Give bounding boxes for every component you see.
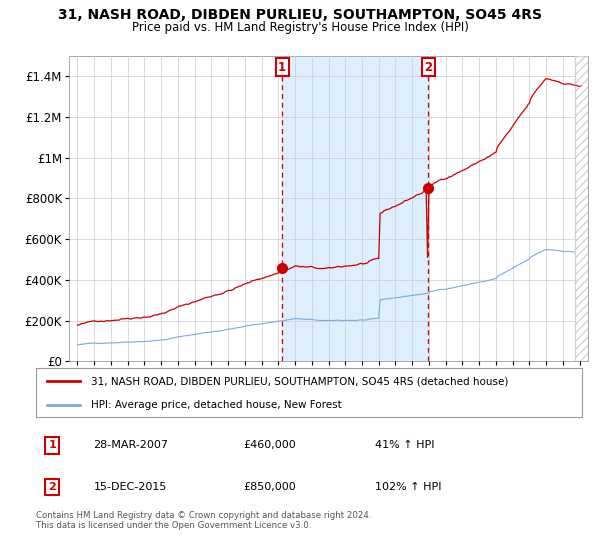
Text: 31, NASH ROAD, DIBDEN PURLIEU, SOUTHAMPTON, SO45 4RS (detached house): 31, NASH ROAD, DIBDEN PURLIEU, SOUTHAMPT… — [91, 376, 508, 386]
Text: 102% ↑ HPI: 102% ↑ HPI — [374, 482, 441, 492]
Bar — [575, 56, 588, 361]
Text: Contains HM Land Registry data © Crown copyright and database right 2024.
This d: Contains HM Land Registry data © Crown c… — [36, 511, 371, 530]
Text: 2: 2 — [49, 482, 56, 492]
Text: 28-MAR-2007: 28-MAR-2007 — [94, 441, 169, 450]
Text: 31, NASH ROAD, DIBDEN PURLIEU, SOUTHAMPTON, SO45 4RS: 31, NASH ROAD, DIBDEN PURLIEU, SOUTHAMPT… — [58, 8, 542, 22]
Text: 15-DEC-2015: 15-DEC-2015 — [94, 482, 167, 492]
Text: £850,000: £850,000 — [244, 482, 296, 492]
Text: £460,000: £460,000 — [244, 441, 296, 450]
Bar — [282, 56, 428, 361]
Text: 1: 1 — [49, 441, 56, 450]
Bar — [575, 56, 588, 361]
Text: 2: 2 — [424, 60, 433, 73]
Text: 1: 1 — [278, 60, 286, 73]
Text: HPI: Average price, detached house, New Forest: HPI: Average price, detached house, New … — [91, 400, 341, 410]
Text: 41% ↑ HPI: 41% ↑ HPI — [374, 441, 434, 450]
Text: Price paid vs. HM Land Registry's House Price Index (HPI): Price paid vs. HM Land Registry's House … — [131, 21, 469, 34]
